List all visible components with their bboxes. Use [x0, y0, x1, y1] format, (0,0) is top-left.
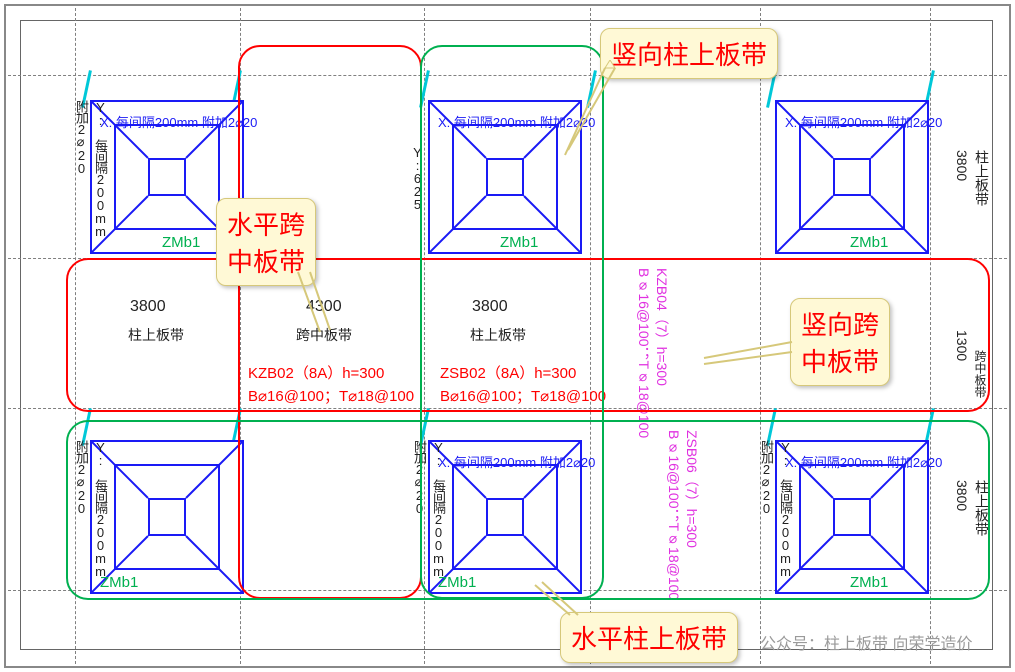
- column-x-label: X: 每间隔200mm 附加2⌀20: [100, 112, 257, 131]
- callout-tail: [560, 60, 620, 160]
- callout-text-line2: 中板带: [801, 342, 879, 379]
- callout-vert-span-strip: 竖向跨 中板带: [790, 298, 890, 386]
- callout-text-line1: 水平跨: [227, 205, 305, 242]
- zmb-label: ZMb1: [162, 234, 200, 251]
- watermark: 公众号：柱上板带 向荣学造价: [760, 630, 972, 654]
- zmb-label: ZMb1: [850, 234, 888, 251]
- callout-horiz-column-strip: 水平柱上板带: [560, 612, 738, 663]
- callout-tail: [290, 270, 350, 340]
- callout-tail: [530, 580, 580, 620]
- column-x-label: X: 每间隔200mm 附加2⌀20: [785, 112, 942, 131]
- callout-text-line1: 竖向跨: [801, 305, 879, 342]
- callout-text: 竖向柱上板带: [611, 40, 767, 70]
- diagram-canvas: X: 每间隔200mm 附加2⌀20 Y: 每间隔200mm 附加2⌀20 ZM…: [0, 0, 1015, 672]
- strip-name-v: 柱上板带: [972, 150, 992, 206]
- callout-text: 水平柱上板带: [571, 624, 727, 654]
- callout-tail: [700, 330, 795, 370]
- callout-vert-column-strip: 竖向柱上板带: [600, 28, 778, 79]
- column-y-label: Y: 每间隔200mm 附加2⌀20: [72, 100, 110, 250]
- dim-3800-v: 3800: [954, 150, 970, 181]
